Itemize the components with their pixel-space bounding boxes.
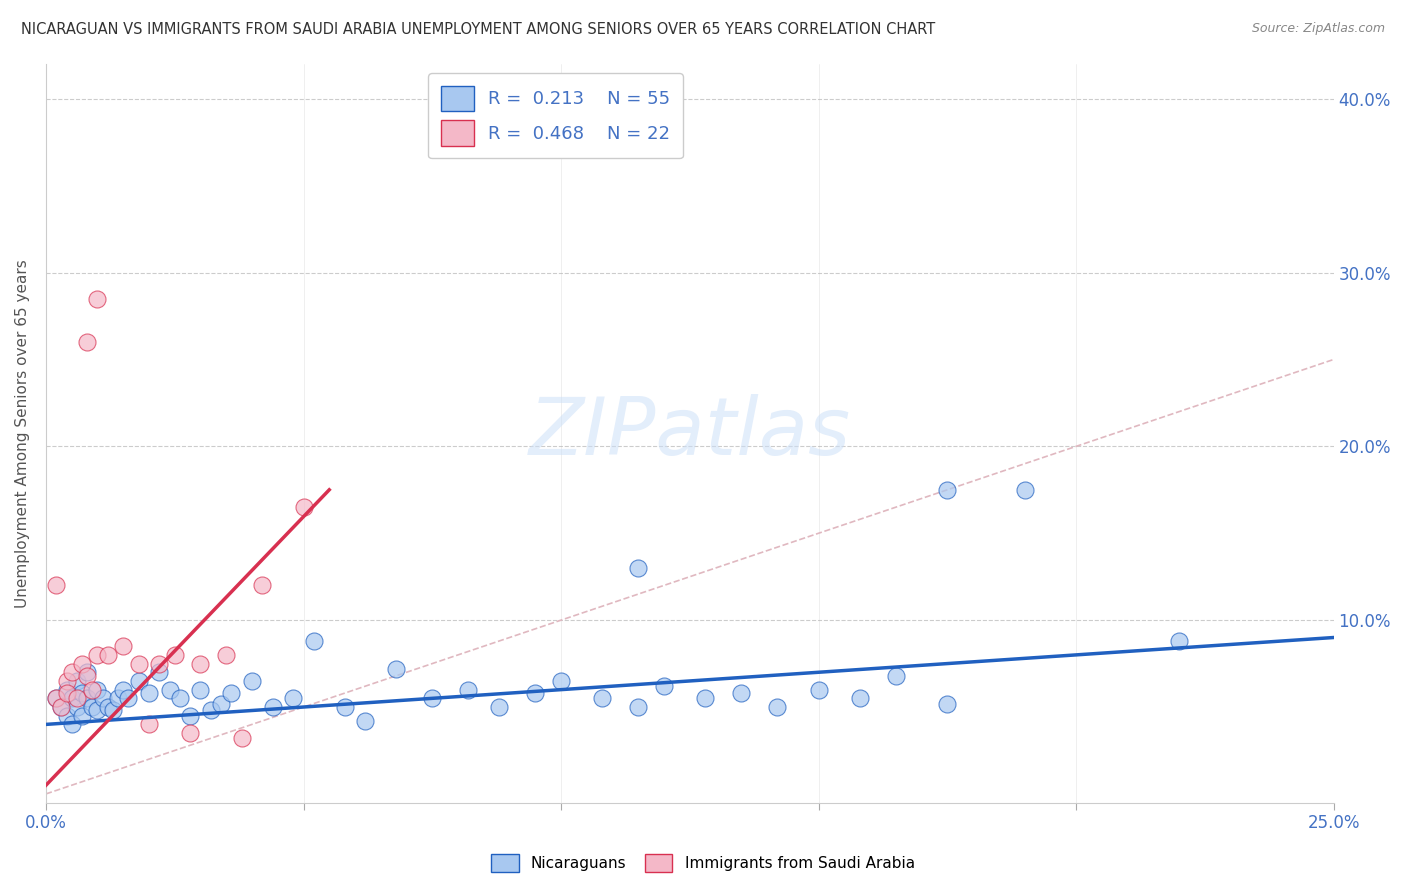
Point [936, 483, 959, 497]
Point [76, 665, 98, 680]
Text: NICARAGUAN VS IMMIGRANTS FROM SAUDI ARABIA UNEMPLOYMENT AMONG SENIORS OVER 65 YE: NICARAGUAN VS IMMIGRANTS FROM SAUDI ARAB… [21, 22, 935, 37]
Point [457, 682, 479, 697]
Point [76, 691, 98, 706]
Point [524, 686, 547, 700]
Point [292, 500, 315, 515]
Point [148, 657, 170, 671]
Point [55, 686, 77, 700]
Point [627, 700, 650, 714]
Point [209, 697, 232, 711]
Point [45, 691, 67, 706]
Point [1014, 483, 1036, 497]
Point [45, 578, 67, 592]
Point [86, 292, 108, 306]
Point [766, 700, 789, 714]
Point [190, 682, 212, 697]
Point [138, 686, 160, 700]
Point [45, 691, 67, 706]
Point [148, 665, 170, 680]
Point [179, 726, 201, 740]
Point [420, 691, 443, 706]
Point [627, 561, 650, 575]
Point [190, 657, 212, 671]
Point [101, 704, 124, 718]
Point [807, 682, 830, 697]
Point [112, 639, 135, 653]
Point [107, 691, 129, 706]
Point [159, 682, 181, 697]
Point [55, 673, 77, 688]
Point [91, 691, 114, 706]
Point [884, 669, 907, 683]
Point [70, 686, 93, 700]
Point [117, 691, 139, 706]
Point [169, 691, 191, 706]
Point [128, 657, 150, 671]
Point [97, 700, 120, 714]
Legend: Nicaraguans, Immigrants from Saudi Arabia: Nicaraguans, Immigrants from Saudi Arabi… [484, 846, 922, 880]
Point [302, 634, 325, 648]
Point [82, 700, 104, 714]
Point [849, 691, 872, 706]
Point [252, 578, 274, 592]
Point [60, 691, 83, 706]
Point [112, 682, 135, 697]
Point [86, 648, 108, 662]
Point [51, 700, 73, 714]
Point [240, 673, 263, 688]
Point [86, 704, 108, 718]
Point [51, 700, 73, 714]
Point [76, 335, 98, 350]
Point [60, 665, 83, 680]
Point [730, 686, 752, 700]
Point [66, 673, 89, 688]
Point [200, 704, 222, 718]
Point [55, 682, 77, 697]
Point [1168, 634, 1191, 648]
Point [70, 657, 93, 671]
Point [66, 700, 89, 714]
Point [66, 691, 89, 706]
Point [215, 648, 238, 662]
Point [333, 700, 356, 714]
Point [82, 682, 104, 697]
Point [262, 700, 284, 714]
Point [652, 679, 675, 693]
Point [55, 708, 77, 723]
Point [179, 708, 201, 723]
Point [138, 717, 160, 731]
Text: ZIPatlas: ZIPatlas [529, 394, 851, 473]
Point [70, 708, 93, 723]
Point [128, 673, 150, 688]
Legend: R =  0.213    N = 55, R =  0.468    N = 22: R = 0.213 N = 55, R = 0.468 N = 22 [429, 73, 683, 159]
Text: Source: ZipAtlas.com: Source: ZipAtlas.com [1251, 22, 1385, 36]
Point [76, 669, 98, 683]
Point [60, 717, 83, 731]
Point [86, 682, 108, 697]
Point [936, 697, 959, 711]
Point [231, 731, 253, 746]
Point [283, 691, 305, 706]
Point [488, 700, 510, 714]
Point [550, 673, 572, 688]
Y-axis label: Unemployment Among Seniors over 65 years: Unemployment Among Seniors over 65 years [15, 259, 30, 607]
Point [221, 686, 243, 700]
Point [163, 648, 186, 662]
Point [97, 648, 120, 662]
Point [385, 662, 408, 676]
Point [591, 691, 613, 706]
Point [354, 714, 377, 728]
Point [695, 691, 717, 706]
